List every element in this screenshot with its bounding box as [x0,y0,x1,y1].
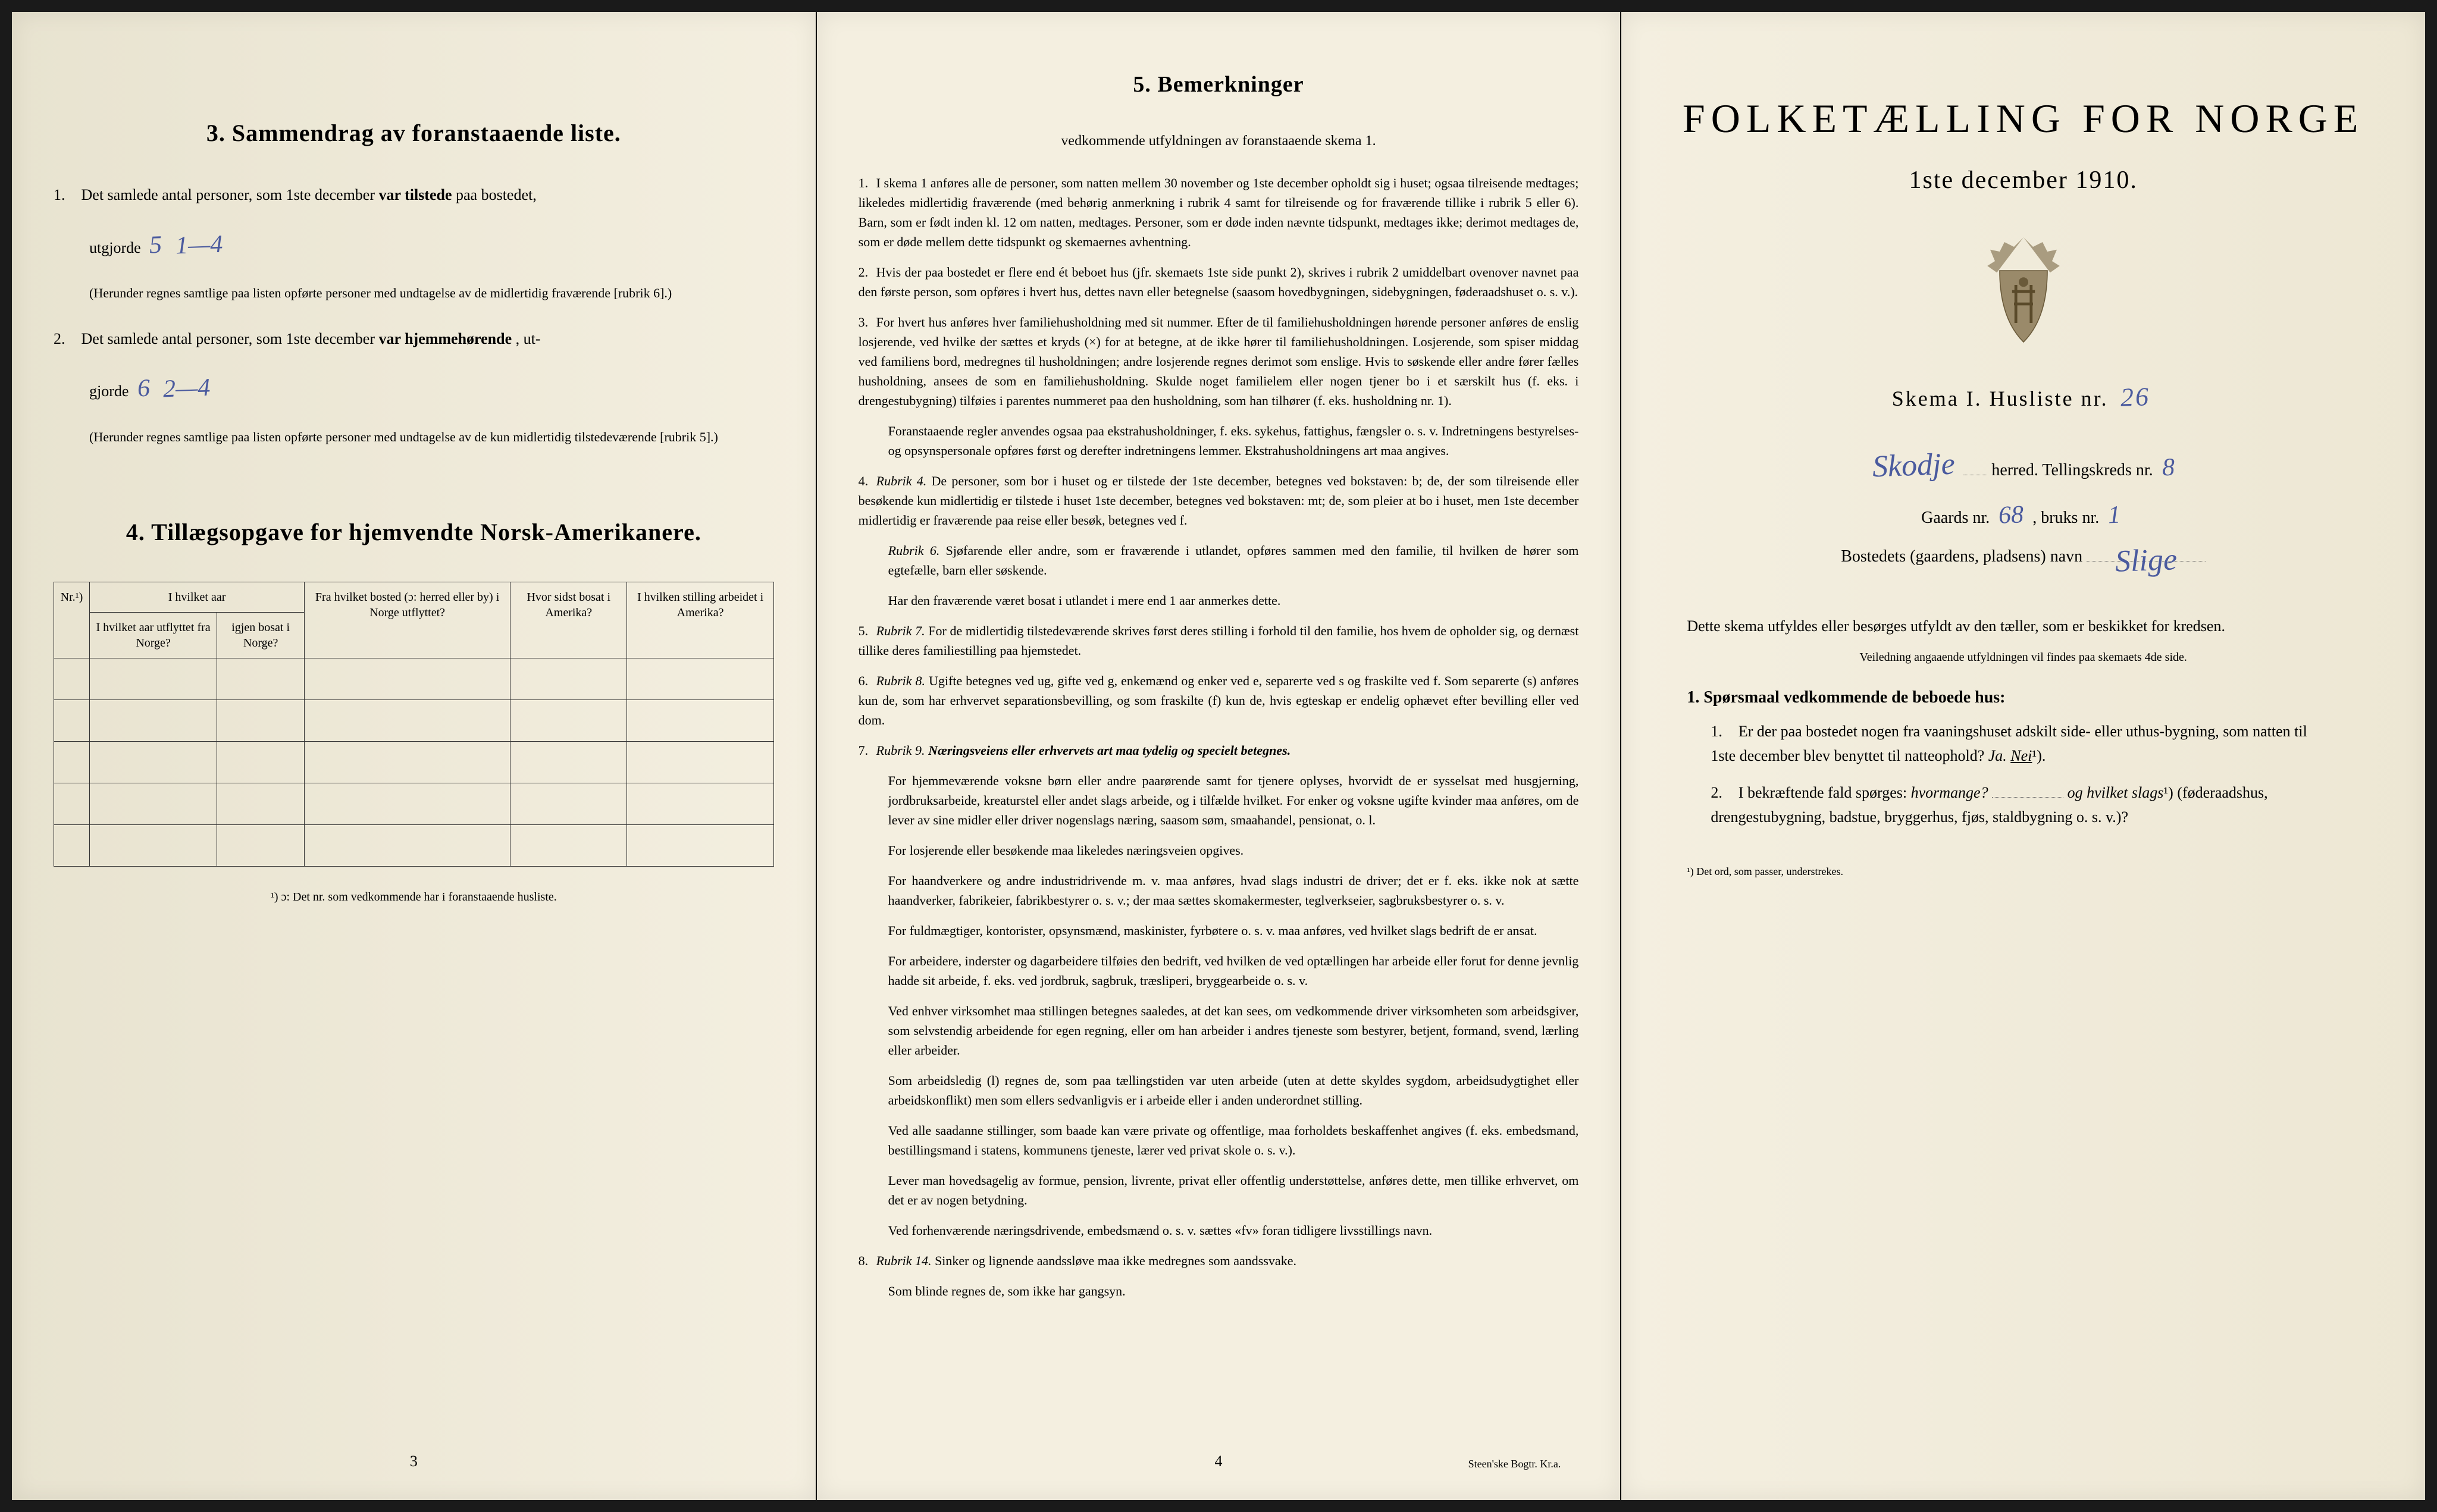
th-where: Hvor sidst bosat i Amerika? [510,582,627,658]
rule-7-p4: For fuldmægtiger, kontorister, opsynsmæn… [888,921,1579,940]
item-2: 2. Det samlede antal personer, som 1ste … [54,327,774,352]
page-4: 5. Bemerkninger vedkommende utfyldningen… [817,12,1621,1500]
table-row [54,741,774,783]
item1-note: (Herunder regnes samtlige paa listen opf… [89,283,774,303]
rule-7-p7: Som arbeidsledig (l) regnes de, som paa … [888,1071,1579,1110]
rule-3-p2: Foranstaaende regler anvendes ogsaa paa … [888,421,1579,460]
table-row [54,824,774,866]
rule-7: 7.Rubrik 9. Næringsveiens eller erhverve… [859,741,1579,760]
rule-5: 5.Rubrik 7. For de midlertidig tilstedev… [859,621,1579,660]
th-returned: igjen bosat i Norge? [217,612,305,658]
rule-2: 2.Hvis der paa bostedet er flere end ét … [859,262,1579,302]
guidance-note: Veiledning angaaende utfyldningen vil fi… [1663,651,2383,664]
gaards-line: Gaards nr. 68 , bruks nr. 1 [1663,501,2383,529]
bosted-name: Slige [2115,542,2178,579]
th-emigrated: I hvilket aar utflyttet fra Norge? [90,612,217,658]
rule-7-p2: For losjerende eller besøkende maa likel… [888,840,1579,860]
th-position: I hvilken stilling arbeidet i Amerika? [627,582,773,658]
item1-hand-count: 5 [149,225,162,265]
herred-line: Skodje herred. Tellingskreds nr. 8 [1663,448,2383,483]
page-number-3: 3 [410,1453,418,1470]
page-3: 3. Sammendrag av foranstaaende liste. 1.… [12,12,816,1500]
rule-8: 8.Rubrik 14. Sinker og lignende aandsslø… [859,1251,1579,1271]
census-date: 1ste december 1910. [1663,166,2383,195]
crest-icon [1976,230,2071,349]
rule-8b: Som blinde regnes de, som ikke har gangs… [888,1281,1579,1301]
footnote-underline: ¹) Det ord, som passer, understrekes. [1687,865,2360,878]
rule-1: 1.I skema 1 anføres alle de personer, so… [859,173,1579,252]
item2-number: 2. [54,327,77,352]
question-2: 2. I bekræftende fald spørges: hvormange… [1711,780,2336,830]
section5-title: 5. Bemerkninger [859,71,1579,98]
husliste-nr: 26 [2120,381,2151,413]
page-1-cover: FOLKETÆLLING FOR NORGE 1ste december 191… [1621,12,2425,1500]
th-year-group: I hvilket aar [90,582,305,612]
rule-7-p6: Ved enhver virksomhet maa stillingen bet… [888,1001,1579,1060]
table-footnote: ¹) ɔ: Det nr. som vedkommende har i fora… [54,890,774,904]
bosted-line: Bostedets (gaardens, pladsens) navn Slig… [1663,547,2383,566]
item2-line2: gjorde 6 2—4 [89,369,774,409]
emigrant-table: Nr.¹) I hvilket aar Fra hvilket bosted (… [54,582,774,867]
section5-subtitle: vedkommende utfyldningen av foranstaaend… [859,133,1579,149]
item1-number: 1. [54,183,77,208]
rule-6: 6.Rubrik 8. Ugifte betegnes ved ug, gift… [859,671,1579,730]
herred-name: Skodje [1872,447,1956,485]
gaards-nr: 68 [1998,500,2024,529]
rule-7-p1: For hjemmeværende voksne børn eller andr… [888,771,1579,830]
q1-answer-nei: Nei [2010,747,2032,764]
section-4: 4. Tillægsopgave for hjemvendte Norsk-Am… [54,518,774,904]
rule-7-p8: Ved alle saadanne stillinger, som baade … [888,1121,1579,1160]
question-1: 1. Er der paa bostedet nogen fra vaaning… [1711,719,2336,768]
item1-line2: utgjorde 5 1—4 [89,225,774,265]
page-number-4: 4 [1215,1453,1223,1470]
item1-hand-range: 1—4 [175,224,224,266]
coat-of-arms [1663,230,2383,352]
rule-7-p3: For haandverkere og andre industridriven… [888,871,1579,910]
item2-note: (Herunder regnes samtlige paa listen opf… [89,427,774,447]
table-row [54,783,774,824]
rule-4: 4.Rubrik 4. De personer, som bor i huset… [859,471,1579,530]
rule-7-p5: For arbeidere, inderster og dagarbeidere… [888,951,1579,990]
main-title: FOLKETÆLLING FOR NORGE [1663,95,2383,142]
census-document: 3. Sammendrag av foranstaaende liste. 1.… [12,12,2425,1500]
bruks-nr: 1 [2107,501,2121,530]
item2-hand-range: 2—4 [162,368,211,410]
table-row [54,658,774,699]
table-row [54,699,774,741]
skema-line: Skema I. Husliste nr. 26 [1663,382,2383,412]
rule-4b: Rubrik 6. Sjøfarende eller andre, som er… [888,541,1579,580]
rule-7-p9: Lever man hovedsagelig av formue, pensio… [888,1171,1579,1210]
section3-title: 3. Sammendrag av foranstaaende liste. [54,119,774,147]
section4-title: 4. Tillægsopgave for hjemvendte Norsk-Am… [54,518,774,546]
questions-header: 1. Spørsmaal vedkommende de beboede hus: [1687,688,2360,707]
th-from: Fra hvilket bosted (ɔ: herred eller by) … [305,582,510,658]
rule-7-p10: Ved forhenværende næringsdrivende, embed… [888,1221,1579,1240]
printer-mark: Steen'ske Bogtr. Kr.a. [1468,1458,1561,1470]
item-1: 1. Det samlede antal personer, som 1ste … [54,183,774,208]
rule-4c: Har den fraværende været bosat i utlande… [888,591,1579,610]
fill-instruction: Dette skema utfyldes eller besørges utfy… [1687,614,2360,639]
rule-3: 3.For hvert hus anføres hver familiehush… [859,312,1579,410]
th-nr: Nr.¹) [54,582,90,658]
kreds-nr: 8 [2162,453,2175,482]
item2-hand-count: 6 [137,369,151,409]
